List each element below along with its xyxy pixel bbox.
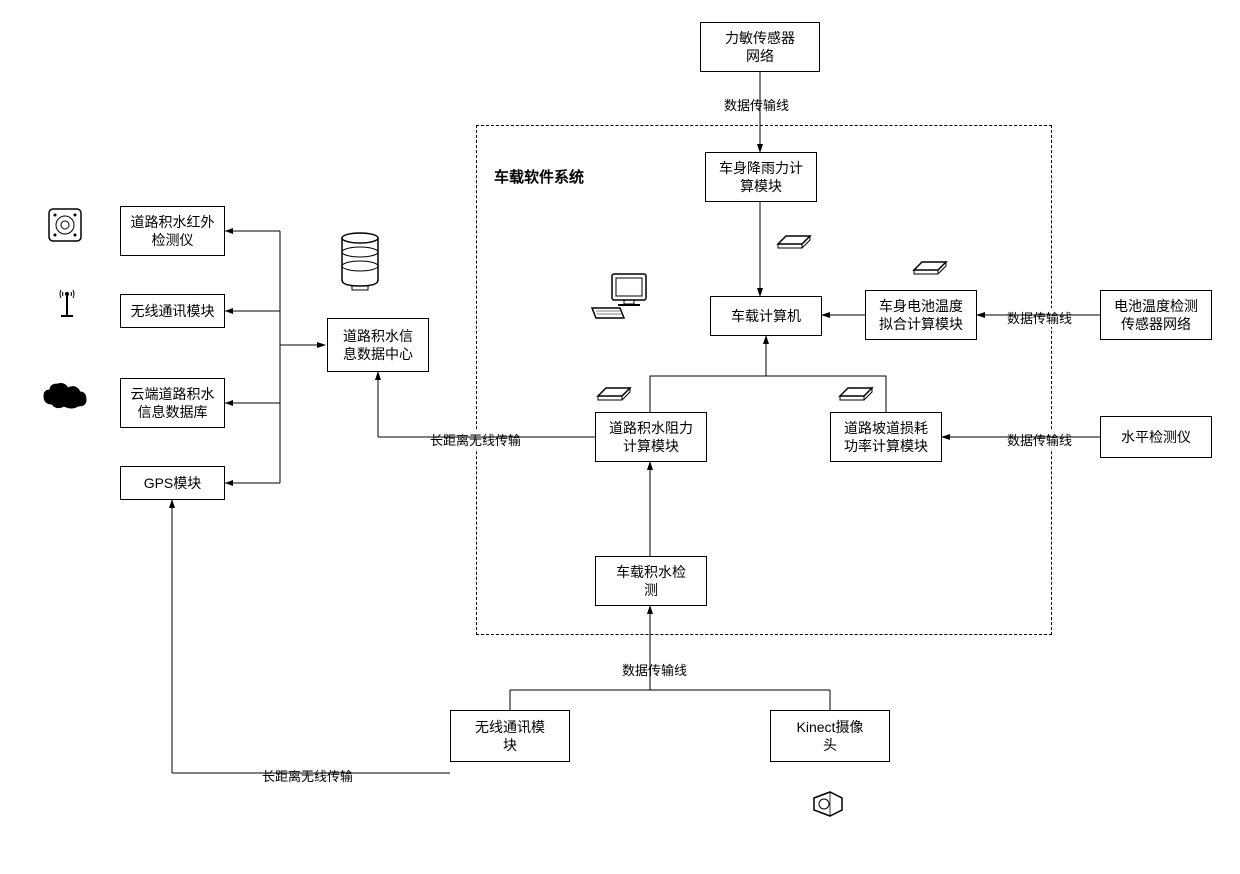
node-label: 无线通讯模块 [475,718,545,754]
cloud-icon [42,380,88,417]
node-batt-temp-calc: 车身电池温度拟合计算模块 [865,290,977,340]
node-force-sensor: 力敏传感器网络 [700,22,820,72]
node-onboard-pc: 车载计算机 [710,296,822,336]
node-label: 道路积水红外检测仪 [131,213,215,249]
edge-label: 数据传输线 [722,95,791,114]
node-label: 电池温度检测传感器网络 [1114,297,1198,333]
antenna-icon [58,288,76,323]
software-system-title: 车载软件系统 [494,166,584,187]
node-rain-calc: 车身降雨力计算模块 [705,152,817,202]
edge-label: 数据传输线 [1005,308,1074,327]
chip-icon [912,258,948,281]
chip-icon [596,384,632,407]
node-data-center: 道路积水信息数据中心 [327,318,429,372]
node-label: 水平检测仪 [1121,428,1191,446]
node-label: 力敏传感器网络 [725,29,795,65]
server-icon [338,232,382,297]
node-wireless2: 无线通讯模块 [450,710,570,762]
node-gps: GPS模块 [120,466,225,500]
node-label: 无线通讯模块 [131,302,215,320]
node-label: 道路坡道损耗功率计算模块 [844,419,928,455]
chip-icon [776,232,812,255]
camera-icon [810,790,846,825]
node-ir-detector: 道路积水红外检测仪 [120,206,225,256]
node-label: Kinect摄像头 [797,718,864,754]
node-wireless1: 无线通讯模块 [120,294,225,328]
node-water-resist: 道路积水阻力计算模块 [595,412,707,462]
node-water-detect: 车载积水检测 [595,556,707,606]
edge-label: 数据传输线 [620,660,689,679]
node-label: GPS模块 [144,474,202,492]
node-label: 车载积水检测 [616,563,686,599]
edge-label: 长距离无线传输 [260,766,355,785]
edge-label: 数据传输线 [1005,430,1074,449]
node-label: 车载计算机 [731,307,801,325]
node-label: 云端道路积水信息数据库 [131,385,215,421]
node-label: 车身电池温度拟合计算模块 [879,297,963,333]
node-batt-temp-sens: 电池温度检测传感器网络 [1100,290,1212,340]
node-label: 道路积水阻力计算模块 [609,419,693,455]
pc-icon [590,272,650,327]
chip-icon [838,384,874,407]
node-cloud-db: 云端道路积水信息数据库 [120,378,225,428]
speaker-icon [48,208,82,247]
edge-label: 长距离无线传输 [428,430,523,449]
node-kinect: Kinect摄像头 [770,710,890,762]
node-slope-power: 道路坡道损耗功率计算模块 [830,412,942,462]
node-label: 道路积水信息数据中心 [343,327,413,363]
node-label: 车身降雨力计算模块 [719,159,803,195]
node-level-detector: 水平检测仪 [1100,416,1212,458]
